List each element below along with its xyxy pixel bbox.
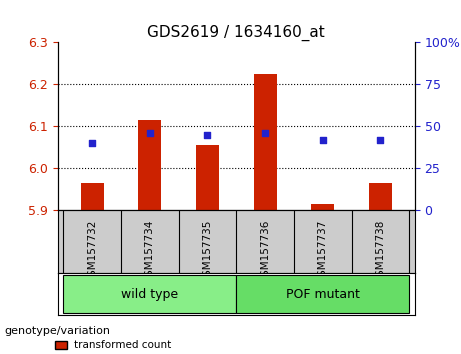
FancyBboxPatch shape (236, 275, 409, 313)
Text: GSM157736: GSM157736 (260, 219, 270, 283)
Bar (81, 183, 104, 210)
Point (204, 132, 211, 138)
Text: wild type: wild type (121, 287, 178, 301)
Text: GSM157734: GSM157734 (145, 219, 155, 283)
Text: GSM157737: GSM157737 (318, 219, 328, 283)
Title: GDS2619 / 1634160_at: GDS2619 / 1634160_at (148, 25, 325, 41)
Point (146, 130, 154, 136)
Point (261, 130, 269, 136)
Point (89, 140, 96, 146)
Text: GSM157732: GSM157732 (87, 219, 97, 283)
Bar (196, 145, 219, 210)
FancyBboxPatch shape (64, 275, 236, 313)
Text: transformed count: transformed count (74, 340, 171, 350)
Point (319, 137, 326, 143)
Bar (311, 204, 334, 210)
Bar (254, 74, 277, 210)
Text: GSM157735: GSM157735 (202, 219, 213, 283)
Text: genotype/variation: genotype/variation (5, 326, 111, 336)
Bar (138, 120, 161, 210)
Point (377, 137, 384, 143)
Text: GSM157738: GSM157738 (375, 219, 385, 283)
Bar (369, 183, 392, 210)
Text: POF mutant: POF mutant (286, 287, 360, 301)
